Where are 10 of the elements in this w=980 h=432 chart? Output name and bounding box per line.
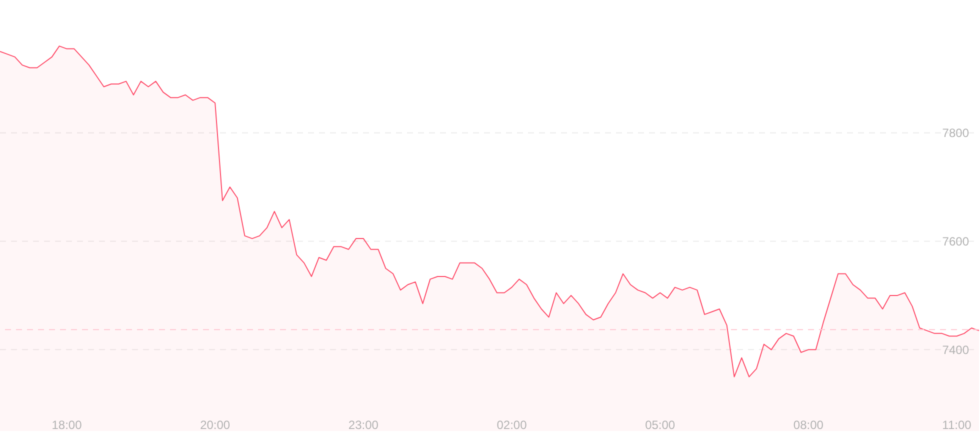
x-tick-label: 05:00	[645, 418, 676, 432]
y-tick-label: 7600	[942, 234, 970, 248]
x-tick-label: 23:00	[348, 418, 379, 432]
x-tick-label: 18:00	[52, 418, 82, 432]
y-tick-label: 7400	[942, 342, 970, 357]
x-tick-label: 08:00	[793, 418, 824, 432]
x-tick-label: 02:00	[496, 418, 528, 432]
x-tick-label: 20:00	[200, 418, 230, 432]
y-tick-label: 7800	[942, 126, 970, 140]
x-tick-label: 11:00	[942, 418, 972, 432]
